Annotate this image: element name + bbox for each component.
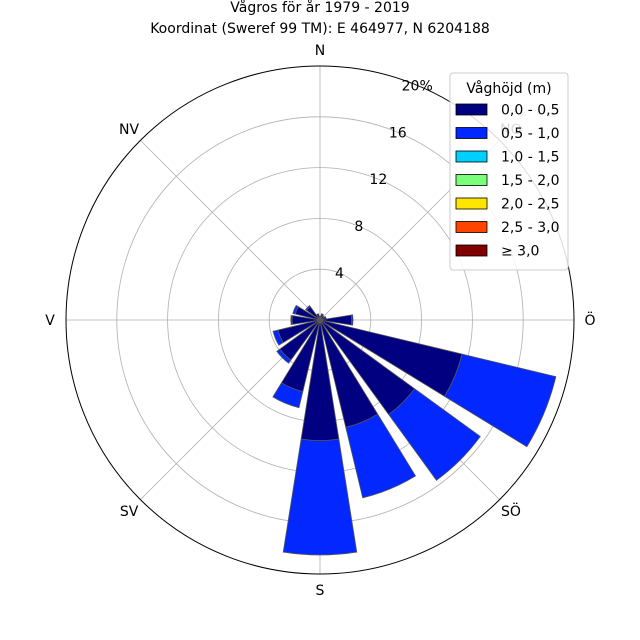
bars-layer — [272, 304, 557, 556]
legend-label: 2,0 - 2,5 — [501, 197, 559, 213]
legend-label: 1,5 - 2,0 — [501, 173, 559, 189]
legend-label: 0,5 - 1,0 — [501, 126, 559, 142]
bar-SSO-1 — [345, 413, 417, 499]
legend-label: 0,0 - 0,5 — [501, 103, 559, 119]
outer-circle — [65, 65, 575, 575]
radial-tick-label: 20% — [402, 78, 433, 94]
bar-NV-1 — [305, 305, 311, 311]
bar-VNV-1 — [292, 304, 299, 315]
bar-OSO-1 — [443, 353, 557, 448]
compass-label: SV — [120, 504, 139, 520]
radial-tick-label: 4 — [335, 266, 344, 282]
bar-SÖ-1 — [388, 388, 481, 481]
radial-tick-label: 16 — [389, 125, 407, 141]
legend-swatch — [455, 221, 488, 233]
bar-VSV-1 — [272, 329, 284, 346]
compass-label: SÖ — [501, 502, 521, 520]
radial-tick-label: 8 — [354, 219, 363, 235]
compass-label: S — [316, 583, 325, 599]
legend-swatch — [455, 197, 488, 210]
chart-title-line1: Vågros för år 1979 - 2019 — [230, 0, 409, 16]
legend-items: 0,0 - 0,5 0,5 - 1,0 1,0 - 1,5 1,5 - 2,0 2,0 … — [455, 103, 559, 260]
legend: Våghöjd (m) 0,0 - 0,5 0,5 - 1,0 1,0 - 1,5 1… — [449, 72, 569, 271]
bar-NNV-0 — [316, 313, 321, 321]
legend-title: Våghöjd (m) — [466, 80, 551, 97]
legend-label: ≥ 3,0 — [501, 244, 539, 260]
legend-frame — [449, 72, 569, 271]
compass-label: NV — [119, 122, 139, 138]
bar-SV-1 — [276, 348, 292, 364]
compass-label: Ö — [584, 311, 595, 329]
bar-V-1 — [290, 314, 293, 326]
bar-ONO-0 — [319, 316, 327, 321]
legend-swatch — [455, 103, 488, 116]
legend-swatch — [455, 127, 488, 139]
legend-swatch — [455, 244, 488, 257]
legend-swatch — [455, 150, 488, 163]
radial-tick-label: 12 — [369, 172, 387, 188]
chart-title-line2: Koordinat (Sweref 99 TM): E 464977, N 62… — [150, 21, 490, 37]
legend-label: 2,5 - 3,0 — [501, 220, 559, 236]
bar-Ö-1 — [350, 314, 354, 326]
bar-SSV-1 — [272, 382, 304, 409]
grid-spoke — [140, 140, 321, 321]
compass-label: N — [315, 43, 325, 59]
compass-label: V — [45, 313, 55, 329]
bar-S-1 — [282, 438, 358, 556]
legend-label: 1,0 - 1,5 — [501, 150, 559, 166]
legend-swatch — [455, 174, 488, 186]
